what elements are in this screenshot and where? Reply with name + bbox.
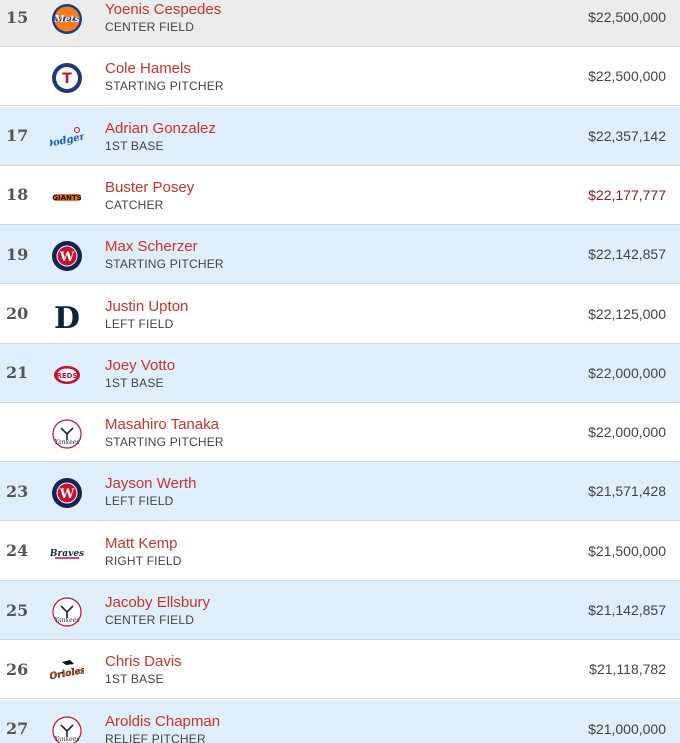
player-name-link[interactable]: Yoenis Cespedes (105, 1, 222, 18)
svg-text:Yankees: Yankees (55, 439, 80, 446)
player-salary: $21,571,428 (588, 483, 666, 500)
player-position: CENTER FIELD (105, 20, 195, 34)
player-salary: $22,177,777 (588, 186, 666, 203)
player-salary: $22,000,000 (588, 424, 666, 441)
svg-text:Dodgers: Dodgers (50, 130, 84, 151)
nationals-logo-icon: W (50, 239, 84, 273)
player-row[interactable]: 15 Mets Yoenis Cespedes CENTER FIELD $22,500… (0, 0, 680, 47)
player-row[interactable]: Yankees Masahiro Tanaka STARTING PITCHER $2… (0, 403, 680, 463)
svg-text:D: D (54, 301, 80, 333)
player-name-link[interactable]: Joey Votto (105, 356, 176, 374)
player-row[interactable]: 27 Yankees Aroldis Chapman RELIEF PITCHER $2… (0, 699, 680, 743)
player-row[interactable]: 26 Orioles Chris Davis 1ST BASE $21,118,782 (0, 640, 680, 700)
rank-number: 15 (6, 7, 29, 27)
svg-text:REDS: REDS (56, 372, 77, 380)
player-name-link[interactable]: Cole Hamels (105, 60, 191, 78)
yankees-logo-icon: Yankees (50, 417, 84, 451)
reds-logo-icon: REDS (50, 358, 84, 392)
rank-number: 26 (6, 659, 29, 679)
player-name-link[interactable]: Jayson Werth (105, 475, 197, 493)
player-row[interactable]: 20 D Justin Upton LEFT FIELD $22,125,000 (0, 284, 680, 344)
player-name-link[interactable]: Adrian Gonzalez (105, 119, 216, 137)
player-name-link[interactable]: Chris Davis (105, 653, 182, 671)
player-salary: $22,500,000 (588, 68, 666, 85)
rank-number (6, 403, 36, 461)
player-row[interactable]: 25 Yankees Jacoby Ellsbury CENTER FIELD $21,… (0, 581, 680, 640)
player-salary: $22,000,000 (588, 364, 666, 381)
player-name-link[interactable]: Masahiro Tanaka (105, 416, 219, 434)
tigers-logo-icon: D (50, 299, 84, 333)
rank-number: 17 (6, 126, 29, 146)
rank-number (6, 47, 36, 105)
player-name-link[interactable]: Justin Upton (105, 297, 189, 315)
yankees-logo-icon: Yankees (50, 714, 84, 743)
dodgers-logo-icon: Dodgers (50, 121, 84, 155)
svg-text:GIANTS: GIANTS (52, 194, 81, 202)
braves-logo-icon: Braves (50, 536, 84, 570)
player-name-link[interactable]: Matt Kemp (105, 534, 178, 552)
player-name-link[interactable]: Aroldis Chapman (105, 712, 221, 730)
svg-text:W: W (59, 487, 75, 502)
player-position: LEFT FIELD (105, 494, 174, 509)
svg-text:T: T (62, 71, 72, 87)
svg-text:Yankees: Yankees (55, 736, 80, 743)
player-salary: $21,142,857 (588, 602, 666, 618)
player-position: STARTING PITCHER (105, 79, 224, 94)
player-position: RELIEF PITCHER (105, 731, 206, 743)
player-row[interactable]: 19 W Max Scherzer STARTING PITCHER $22,142,8… (0, 225, 680, 285)
player-salary: $22,142,857 (588, 246, 666, 263)
rank-number: 27 (6, 719, 29, 739)
player-row[interactable]: 23 W Jayson Werth LEFT FIELD $21,571,428 (0, 462, 680, 522)
rangers-logo-icon: T (50, 61, 84, 95)
player-name-link[interactable]: Max Scherzer (105, 238, 198, 256)
player-name-link[interactable]: Buster Posey (105, 178, 195, 196)
svg-text:Yankees: Yankees (55, 617, 80, 624)
svg-text:Mets: Mets (54, 15, 80, 25)
rank-number: 21 (6, 363, 29, 383)
player-position: 1ST BASE (105, 138, 164, 153)
giants-logo-icon: GIANTS (50, 180, 84, 214)
rank-number: 24 (6, 541, 29, 561)
player-position: STARTING PITCHER (105, 257, 224, 272)
svg-text:Braves: Braves (50, 549, 84, 559)
rank-number: 20 (6, 304, 29, 323)
mets-logo-icon: Mets (50, 2, 84, 36)
player-row[interactable]: T Cole Hamels STARTING PITCHER $22,500,000 (0, 47, 680, 107)
nationals-logo-icon: W (50, 476, 84, 510)
rank-number: 25 (6, 600, 29, 620)
player-position: RIGHT FIELD (105, 553, 182, 568)
player-salary: $22,357,142 (588, 127, 666, 144)
player-position: CENTER FIELD (105, 613, 195, 627)
svg-text:Orioles: Orioles (50, 666, 84, 682)
player-position: 1ST BASE (105, 375, 164, 390)
player-position: STARTING PITCHER (105, 435, 224, 450)
player-salary: $22,125,000 (588, 305, 666, 322)
player-row[interactable]: 24 Braves Matt Kemp RIGHT FIELD $21,500,000 (0, 521, 680, 581)
player-position: 1ST BASE (105, 672, 164, 687)
player-salary: $21,500,000 (588, 542, 666, 559)
player-row[interactable]: 21 REDS Joey Votto 1ST BASE $22,000,000 (0, 343, 680, 403)
player-row[interactable]: 18 GIANTS Buster Posey CATCHER $22,177,777 (0, 165, 680, 225)
player-salary: $21,118,782 (589, 661, 666, 678)
player-row[interactable]: 17 Dodgers Adrian Gonzalez 1ST BASE $22,357,… (0, 106, 680, 166)
player-salary: $22,500,000 (588, 9, 666, 25)
orioles-logo-icon: Orioles (50, 654, 84, 688)
player-salary: $21,000,000 (588, 720, 666, 737)
player-position: CATCHER (105, 197, 164, 212)
player-position: LEFT FIELD (105, 316, 174, 331)
rank-number: 23 (6, 481, 29, 501)
player-name-link[interactable]: Jacoby Ellsbury (105, 594, 211, 611)
rank-number: 19 (6, 244, 29, 264)
yankees-logo-icon: Yankees (50, 595, 84, 629)
rank-number: 18 (6, 185, 29, 205)
svg-text:W: W (59, 250, 75, 265)
